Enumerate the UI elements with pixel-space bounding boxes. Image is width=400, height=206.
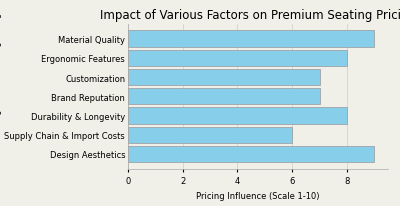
Bar (128, 146, 374, 162)
Bar (128, 70, 320, 86)
Y-axis label: Factors Influencing Premium Seating Pricing: Factors Influencing Premium Seating Pric… (0, 13, 2, 181)
Bar (128, 50, 347, 67)
X-axis label: Pricing Influence (Scale 1-10): Pricing Influence (Scale 1-10) (196, 191, 320, 200)
Title: Impact of Various Factors on Premium Seating Pricing: Impact of Various Factors on Premium Sea… (100, 9, 400, 22)
Bar (128, 31, 374, 48)
Bar (128, 127, 292, 143)
Bar (128, 89, 320, 105)
Bar (128, 108, 347, 124)
